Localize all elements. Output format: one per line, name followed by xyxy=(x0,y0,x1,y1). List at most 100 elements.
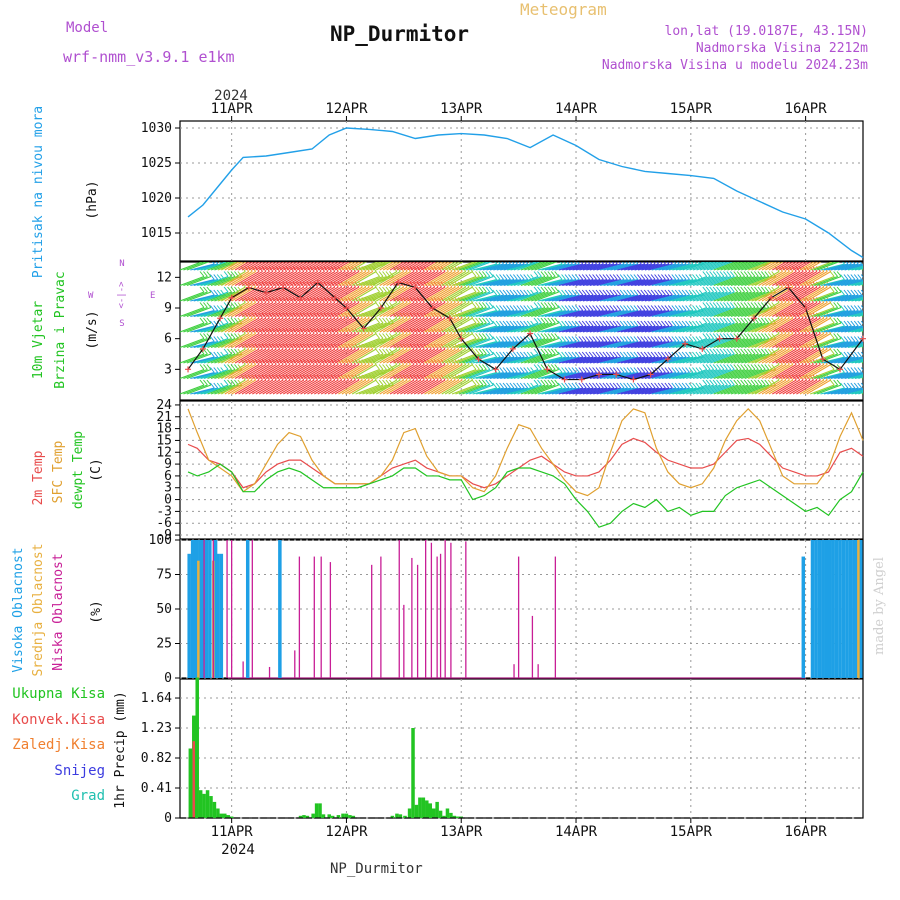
wind-barb-tick xyxy=(550,364,556,370)
wind-barb-tick xyxy=(845,262,849,265)
wind-barb-tick xyxy=(203,317,208,324)
wind-barb xyxy=(203,306,229,318)
wind-barb xyxy=(531,275,556,287)
wind-barb xyxy=(634,309,659,318)
wind-barb xyxy=(496,340,521,349)
wind-barb xyxy=(551,387,577,395)
wind-barb-tick xyxy=(868,306,872,311)
wind-barb xyxy=(465,306,491,318)
wind-barb xyxy=(203,291,229,302)
wind-barb xyxy=(617,387,642,395)
wind-barb-tick xyxy=(534,256,538,261)
wind-barb-tick xyxy=(199,271,205,277)
wind-barb-tick xyxy=(481,317,487,324)
wind-barb-tick xyxy=(882,256,886,261)
high-cloud-bar xyxy=(219,553,224,678)
wind-barb xyxy=(858,345,863,349)
wind-axis-title-2: Brzina i Pravac xyxy=(53,271,68,388)
wind-barb-tick xyxy=(829,379,835,386)
wind-barb-tick xyxy=(526,382,532,389)
wind-gust-marker xyxy=(245,284,252,291)
wind-barb-tick xyxy=(716,348,721,355)
wind-barb-tick xyxy=(687,262,690,265)
wind-barb xyxy=(396,364,422,379)
wind-barb xyxy=(203,384,229,395)
wind-barb-tick xyxy=(523,367,529,373)
wind-barb xyxy=(651,263,676,271)
wind-barb-tick xyxy=(516,305,522,311)
wind-barb xyxy=(620,356,645,364)
wind-barb xyxy=(393,262,409,271)
wind-barb-tick xyxy=(847,382,852,389)
wind-barb xyxy=(713,306,738,318)
precip-total-bar xyxy=(403,815,407,818)
wind-barb xyxy=(655,340,680,349)
wind-barb xyxy=(699,275,725,287)
wind-barb xyxy=(579,294,604,302)
wind-barb xyxy=(372,364,398,379)
wind-barb xyxy=(382,262,398,271)
wind-barb xyxy=(376,333,401,348)
wind-barb xyxy=(389,302,415,317)
wind-barb xyxy=(548,325,573,333)
wind-barb-tick xyxy=(530,289,535,296)
wind-barb xyxy=(816,291,842,302)
wind-barb xyxy=(589,387,614,395)
wind-barb xyxy=(386,379,411,395)
wind-barb-tick xyxy=(850,351,856,358)
wind-barb-tick xyxy=(592,367,597,373)
wind-barb xyxy=(320,286,346,302)
wind-gust-marker xyxy=(837,366,844,373)
wind-barb-tick xyxy=(667,305,673,311)
wind-barb xyxy=(692,384,718,395)
wind-barb xyxy=(424,333,449,348)
wind-gust-marker xyxy=(785,284,792,291)
wind-barb-tick xyxy=(681,305,687,311)
wind-barb xyxy=(827,371,852,380)
wind-barb-tick xyxy=(574,320,580,327)
wind-barb xyxy=(372,333,398,348)
wind-barb xyxy=(262,364,287,379)
wind-barb xyxy=(320,271,346,286)
wind-barb xyxy=(630,263,656,271)
wind-barb xyxy=(248,348,274,364)
wind-barb xyxy=(813,368,838,380)
wind-barb-tick xyxy=(750,271,756,277)
wind-barb xyxy=(820,387,845,395)
wind-barb xyxy=(858,283,863,287)
wind-barb xyxy=(424,348,449,364)
wind-barb-tick xyxy=(481,364,487,370)
wind-barb xyxy=(555,278,580,287)
wind-barb xyxy=(513,337,539,349)
temp-y-tick-label: 9 xyxy=(164,457,172,472)
wind-barb xyxy=(761,286,787,302)
pressure-y-tick-label: 1015 xyxy=(141,226,172,241)
wind-barb-tick xyxy=(860,305,863,309)
wind-barb xyxy=(386,286,411,302)
wind-barb xyxy=(276,364,301,379)
wind-barb-tick xyxy=(723,286,728,293)
wind-barb-tick xyxy=(657,274,663,280)
wind-barb-tick xyxy=(382,271,387,277)
wind-barb xyxy=(362,262,386,271)
wind-barb xyxy=(734,384,759,395)
wind-barb xyxy=(372,348,398,364)
wind-barb xyxy=(565,356,590,364)
wind-barb xyxy=(548,278,573,287)
wind-barb xyxy=(785,286,811,302)
wind-barb-tick xyxy=(203,348,208,355)
precip-total-bar xyxy=(398,814,403,818)
temp-y-tick-label: 15 xyxy=(156,433,172,448)
wind-barb-tick xyxy=(768,256,772,261)
wind-barb xyxy=(517,291,542,302)
wind-barb xyxy=(572,356,597,364)
wind-barb xyxy=(190,387,215,395)
wind-barb-tick xyxy=(581,320,587,327)
wind-barb xyxy=(348,271,374,286)
wind-barb xyxy=(283,317,308,333)
wind-barb xyxy=(338,286,363,302)
wind-barb xyxy=(582,309,608,318)
precip-total-bar xyxy=(205,790,210,818)
wind-barb-tick xyxy=(729,271,735,277)
wind-barb xyxy=(382,333,408,348)
